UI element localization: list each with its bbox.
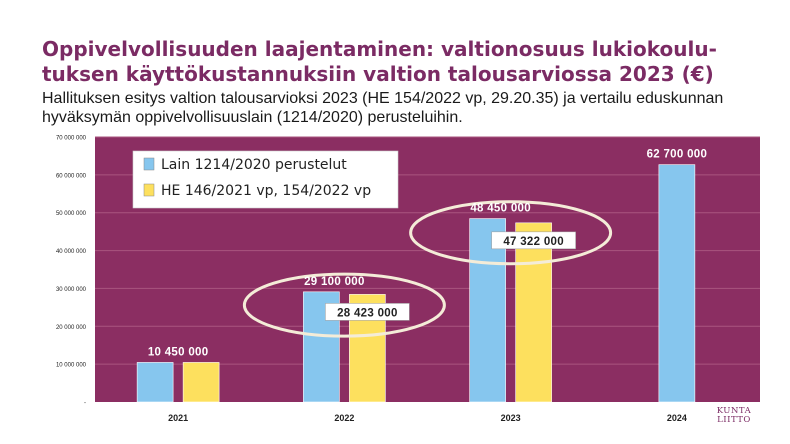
- bar-2021-series-2: [182, 362, 220, 403]
- x-tick-label: 2023: [501, 413, 521, 423]
- y-tick-label: 50 000 000: [56, 211, 87, 217]
- page-title: Oppivelvollisuuden laajentaminen: valtio…: [42, 37, 717, 86]
- bar-2023-series-2: [515, 222, 552, 403]
- data-label-2022-series-2: 28 423 000: [337, 307, 398, 319]
- y-tick-label: 70 000 000: [56, 136, 87, 142]
- y-tick-label: 30 000 000: [56, 287, 87, 293]
- data-label-box-2022: [325, 303, 410, 321]
- data-label-2023-series-1: 48 450 000: [470, 203, 531, 215]
- data-label-2021-series-1: 10 450 000: [148, 346, 209, 358]
- legend-label-series-2: HE 146/2021 vp, 154/2022 vp: [161, 183, 371, 199]
- legend: Lain 1214/2020 perustelut HE 146/2021 vp,…: [132, 150, 399, 209]
- legend-label-series-1: Lain 1214/2020 perustelut: [161, 157, 347, 173]
- x-tick-label: 2024: [667, 413, 687, 423]
- y-tick-label: 40 000 000: [56, 249, 87, 255]
- data-label-box-2023: [491, 231, 576, 250]
- y-tick-label: -: [84, 401, 86, 407]
- bar-2024-series-1: [658, 164, 696, 403]
- page-subtitle: Hallituksen esitys valtion talousarvioks…: [42, 90, 724, 126]
- data-label-2023-series-2: 47 322 000: [503, 236, 564, 248]
- highlight-ellipses: [242, 200, 613, 338]
- y-tick-label: 20 000 000: [56, 325, 87, 331]
- logo-line-1: KUNTA: [716, 406, 752, 416]
- y-tick-label: 60 000 000: [56, 173, 87, 179]
- x-tick-label: 2021: [168, 413, 188, 423]
- highlight-ellipse-2022: [242, 272, 446, 338]
- data-label-2022-series-1: 29 100 000: [304, 276, 365, 288]
- bar-2023-series-1: [469, 218, 506, 403]
- kuntaliitto-logo: KUNTA LIITTO: [704, 407, 764, 425]
- logo-line-2: LIITTO: [717, 415, 751, 425]
- legend-swatch-series-1: [143, 157, 155, 171]
- y-axis: - 10 000 000 20 000 000 30 000 000 40 000 00…: [56, 136, 87, 407]
- data-label-2024-series-1: 62 700 000: [647, 149, 708, 161]
- data-labels: 10 450 000 29 100 000 48 450 000 62 700 000…: [148, 149, 707, 359]
- x-axis: 2021 2022 2023 2024: [168, 413, 687, 423]
- legend-box: [132, 150, 399, 209]
- y-tick-label: 10 000 000: [56, 363, 87, 369]
- x-tick-label: 2022: [334, 413, 354, 423]
- legend-swatch-series-2: [143, 183, 155, 197]
- bar-2021-series-1: [136, 362, 174, 403]
- highlight-ellipse-2023: [409, 200, 613, 266]
